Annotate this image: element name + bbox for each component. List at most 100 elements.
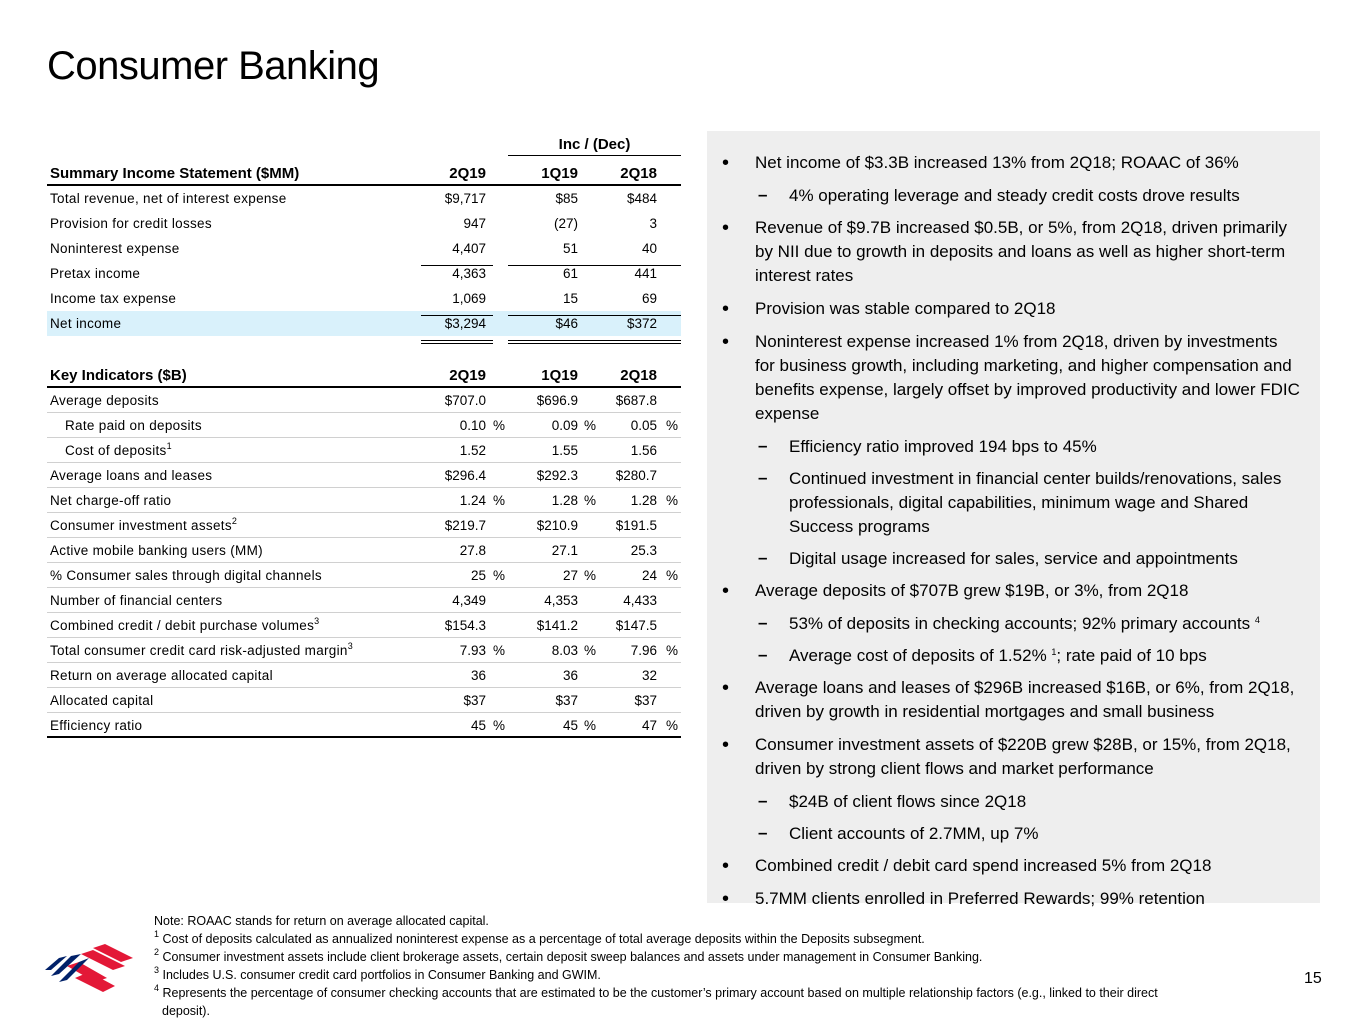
bullet-item: Net income of $3.3B increased 13% from 2… xyxy=(722,151,1300,175)
footnote-ref: 3 xyxy=(314,616,320,626)
footnote-text: Represents the percentage of consumer ch… xyxy=(159,986,1158,1000)
percent-sign: % xyxy=(666,718,679,733)
cell-value: 40 xyxy=(641,241,657,256)
cell-value: $372 xyxy=(626,316,657,331)
table-row: Net charge-off ratio 1.24% 1.28% 1.28% xyxy=(47,488,681,513)
row-label-text: Net charge-off ratio xyxy=(50,493,172,508)
cell-value: $37 xyxy=(555,693,578,708)
footnote: 1 Cost of deposits calculated as annuali… xyxy=(154,930,1294,948)
footnotes: Note: ROAAC stands for return on average… xyxy=(154,912,1294,1020)
row-label-text: Average deposits xyxy=(50,393,159,408)
cell-value: 947 xyxy=(463,216,486,231)
row-label-text: Noninterest expense xyxy=(50,241,180,256)
bullet-item: Average deposits of $707B grew $19B, or … xyxy=(722,579,1300,603)
bullet-text: Client accounts of 2.7MM, up 7% xyxy=(789,824,1039,843)
row-label: Noninterest expense xyxy=(50,236,180,261)
row-label: Rate paid on deposits xyxy=(65,413,202,438)
table-row: Consumer investment assets2 $219.7 $210.9 $… xyxy=(47,513,681,538)
row-label-text: Cost of deposits xyxy=(65,443,167,458)
cell-value: $696.9 xyxy=(536,393,578,408)
cell-value: 32 xyxy=(641,668,657,683)
bullet-text: Consumer investment assets of $220B grew… xyxy=(755,735,1291,778)
row-label-text: % Consumer sales through digital channel… xyxy=(50,568,322,583)
row-label-text: Active mobile banking users (MM) xyxy=(50,543,263,558)
row-label-text: Pretax income xyxy=(50,266,141,281)
cell-value: $9,717 xyxy=(444,191,486,206)
cell-value: 45 xyxy=(562,718,578,733)
bullet-text: Continued investment in financial center… xyxy=(789,469,1282,536)
footnote-number: 4 xyxy=(154,983,160,993)
subtotal-rule xyxy=(508,265,681,266)
bullet-item: Consumer investment assets of $220B grew… xyxy=(722,733,1300,781)
header-label: Summary Income Statement ($MM) xyxy=(50,165,300,182)
cell-value: $292.3 xyxy=(536,468,578,483)
table-row: Noninterest expense 4,407 51 40 xyxy=(47,236,681,261)
cell-value: 4,349 xyxy=(452,593,486,608)
footnote: 4 Represents the percentage of consumer … xyxy=(154,984,1294,1002)
row-label: Average loans and leases xyxy=(50,463,212,488)
bullet-text: Digital usage increased for sales, servi… xyxy=(789,549,1238,568)
row-label-text: Consumer investment assets xyxy=(50,518,232,533)
cell-value: 4,407 xyxy=(452,241,486,256)
bullet-text: $24B of client flows since 2Q18 xyxy=(789,792,1027,811)
row-label: Total consumer credit card risk-adjusted… xyxy=(50,638,353,663)
percent-sign: % xyxy=(666,493,679,508)
row-label-text: Provision for credit losses xyxy=(50,216,212,231)
percent-sign: % xyxy=(493,493,506,508)
sub-bullet-item: 4% operating leverage and steady credit … xyxy=(722,183,1300,208)
row-label: Allocated capital xyxy=(50,688,153,713)
cell-value: $3,294 xyxy=(444,316,486,331)
cell-value: 4,363 xyxy=(452,266,486,281)
cell-value: 27.8 xyxy=(459,543,486,558)
cell-value: 1.28 xyxy=(630,493,657,508)
row-label-text: Total consumer credit card risk-adjusted… xyxy=(50,643,348,658)
table-row: Average loans and leases $296.4 $292.3 $280… xyxy=(47,463,681,488)
cell-value: $141.2 xyxy=(536,618,578,633)
bullet-text: Provision was stable compared to 2Q18 xyxy=(755,299,1056,318)
cell-value: 27.1 xyxy=(551,543,578,558)
column-header: 2Q18 xyxy=(620,165,657,182)
bullet-text: 5.7MM clients enrolled in Preferred Rewa… xyxy=(755,889,1205,908)
summary-income-statement-table: Summary Income Statement ($MM) 2Q19 1Q19 2Q… xyxy=(47,161,681,336)
cell-value: 45 xyxy=(470,718,486,733)
cell-value: $219.7 xyxy=(444,518,486,533)
table-row: Efficiency ratio 45% 45% 47% xyxy=(47,713,681,738)
footnote-number: 1 xyxy=(154,929,160,939)
cell-value: $296.4 xyxy=(444,468,486,483)
percent-sign: % xyxy=(493,718,506,733)
table-row: Return on average allocated capital 36 36 3… xyxy=(47,663,681,688)
percent-sign: % xyxy=(584,643,597,658)
sub-bullet-item: $24B of client flows since 2Q18 xyxy=(722,789,1300,814)
cell-value: 1.24 xyxy=(459,493,486,508)
row-label-text: Number of financial centers xyxy=(50,593,223,608)
cell-value: $210.9 xyxy=(536,518,578,533)
table-header: Key Indicators ($B) 2Q19 1Q19 2Q18 xyxy=(47,363,681,388)
percent-sign: % xyxy=(584,418,597,433)
percent-sign: % xyxy=(666,568,679,583)
bullet-item: Revenue of $9.7B increased $0.5B, or 5%,… xyxy=(722,216,1300,288)
cell-value: $85 xyxy=(555,191,578,206)
table-row: Active mobile banking users (MM) 27.8 27.1… xyxy=(47,538,681,563)
row-label-text: Average loans and leases xyxy=(50,468,213,483)
highlights-panel: Net income of $3.3B increased 13% from 2… xyxy=(707,131,1320,911)
cell-value: $37 xyxy=(634,693,657,708)
cell-value: $280.7 xyxy=(615,468,657,483)
footnote-number: 2 xyxy=(154,947,160,957)
percent-sign: % xyxy=(584,493,597,508)
bullet-text: Average cost of deposits of 1.52% xyxy=(789,646,1052,665)
total-double-rule xyxy=(421,340,493,344)
cell-value: $154.3 xyxy=(444,618,486,633)
cell-value: 441 xyxy=(634,266,657,281)
row-label-text: Efficiency ratio xyxy=(50,718,143,733)
cell-value: $707.0 xyxy=(444,393,486,408)
cell-value: 1.55 xyxy=(551,443,578,458)
row-label-text: Net income xyxy=(50,316,122,331)
sub-bullet-item: Average cost of deposits of 1.52% 1; rat… xyxy=(722,643,1300,668)
row-label: Cost of deposits1 xyxy=(65,438,172,463)
page-title: Consumer Banking xyxy=(47,44,380,88)
subtotal-rule xyxy=(508,315,681,316)
cell-value: 15 xyxy=(562,291,578,306)
footnote-text: Includes U.S. consumer credit card portf… xyxy=(159,968,601,982)
table-row: Average deposits $707.0 $696.9 $687.8 xyxy=(47,388,681,413)
row-label-text: Rate paid on deposits xyxy=(65,418,202,433)
